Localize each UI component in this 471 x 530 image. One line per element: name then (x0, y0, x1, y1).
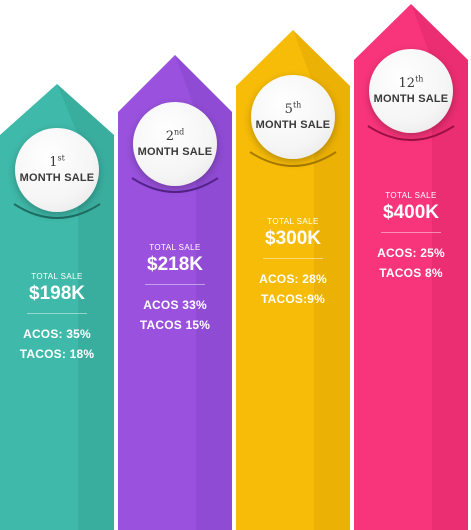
card-1-total-label: TOTAL SALE (31, 272, 83, 281)
card-2-arrow-shade (175, 55, 232, 530)
card-1-divider (27, 313, 87, 314)
card-3-total-value: $300K (265, 228, 321, 249)
card-1-badge: 1st MONTH SALE (15, 128, 99, 212)
card-4-acos: ACOS: 25% (377, 246, 445, 260)
card-4-total-value: $400K (383, 202, 439, 223)
card-2-total-value: $218K (147, 254, 203, 275)
card-2-info: TOTAL SALE $218K ACOS 33% TACOS 15% (118, 243, 232, 335)
card-1-arrow-shade (57, 84, 114, 530)
card-4-period-label: MONTH SALE (373, 92, 449, 105)
card-4-arrow-shade (411, 4, 468, 530)
card-4-tacos: TACOS 8% (379, 266, 443, 280)
card-4-ordinal: 12th (398, 74, 424, 91)
card-3-period-label: MONTH SALE (255, 118, 331, 131)
card-2-period-label: MONTH SALE (137, 145, 213, 158)
card-3-total-label: TOTAL SALE (267, 217, 319, 226)
card-4-badge: 12th MONTH SALE (369, 49, 453, 133)
card-3-arrow (236, 30, 350, 530)
card-4-arrow (354, 4, 468, 530)
card-2-badge-arc (131, 177, 219, 193)
card-4-badge-arc (367, 125, 455, 141)
card-2-badge: 2nd MONTH SALE (133, 102, 217, 186)
card-2-divider (145, 284, 205, 285)
card-1-info: TOTAL SALE $198K ACOS: 35% TACOS: 18% (0, 272, 114, 364)
card-1-period-label: MONTH SALE (19, 171, 95, 184)
card-3-acos: ACOS: 28% (259, 272, 327, 286)
card-4-divider (381, 232, 441, 233)
card-2-tacos: TACOS 15% (139, 318, 211, 332)
card-4-info: TOTAL SALE $400K ACOS: 25% TACOS 8% (354, 191, 468, 283)
card-3-ordinal: 5th (284, 100, 302, 117)
card-3-divider (263, 258, 323, 259)
card-1-badge-arc (13, 203, 101, 219)
card-3-arrow-shade (293, 30, 350, 530)
card-1-ordinal: 1st (49, 153, 65, 170)
card-3-tacos: TACOS:9% (260, 292, 326, 306)
card-2-ordinal: 2nd (165, 127, 185, 144)
card-2-acos: ACOS 33% (143, 298, 207, 312)
card-3-badge-arc (249, 151, 337, 167)
card-1-acos: ACOS: 35% (23, 327, 91, 341)
card-1-tacos: TACOS: 18% (19, 347, 95, 361)
card-3-info: TOTAL SALE $300K ACOS: 28% TACOS:9% (236, 217, 350, 309)
card-3-badge: 5th MONTH SALE (251, 75, 335, 159)
card-4-total-label: TOTAL SALE (385, 191, 437, 200)
card-1-total-value: $198K (29, 283, 85, 304)
card-2-total-label: TOTAL SALE (149, 243, 201, 252)
